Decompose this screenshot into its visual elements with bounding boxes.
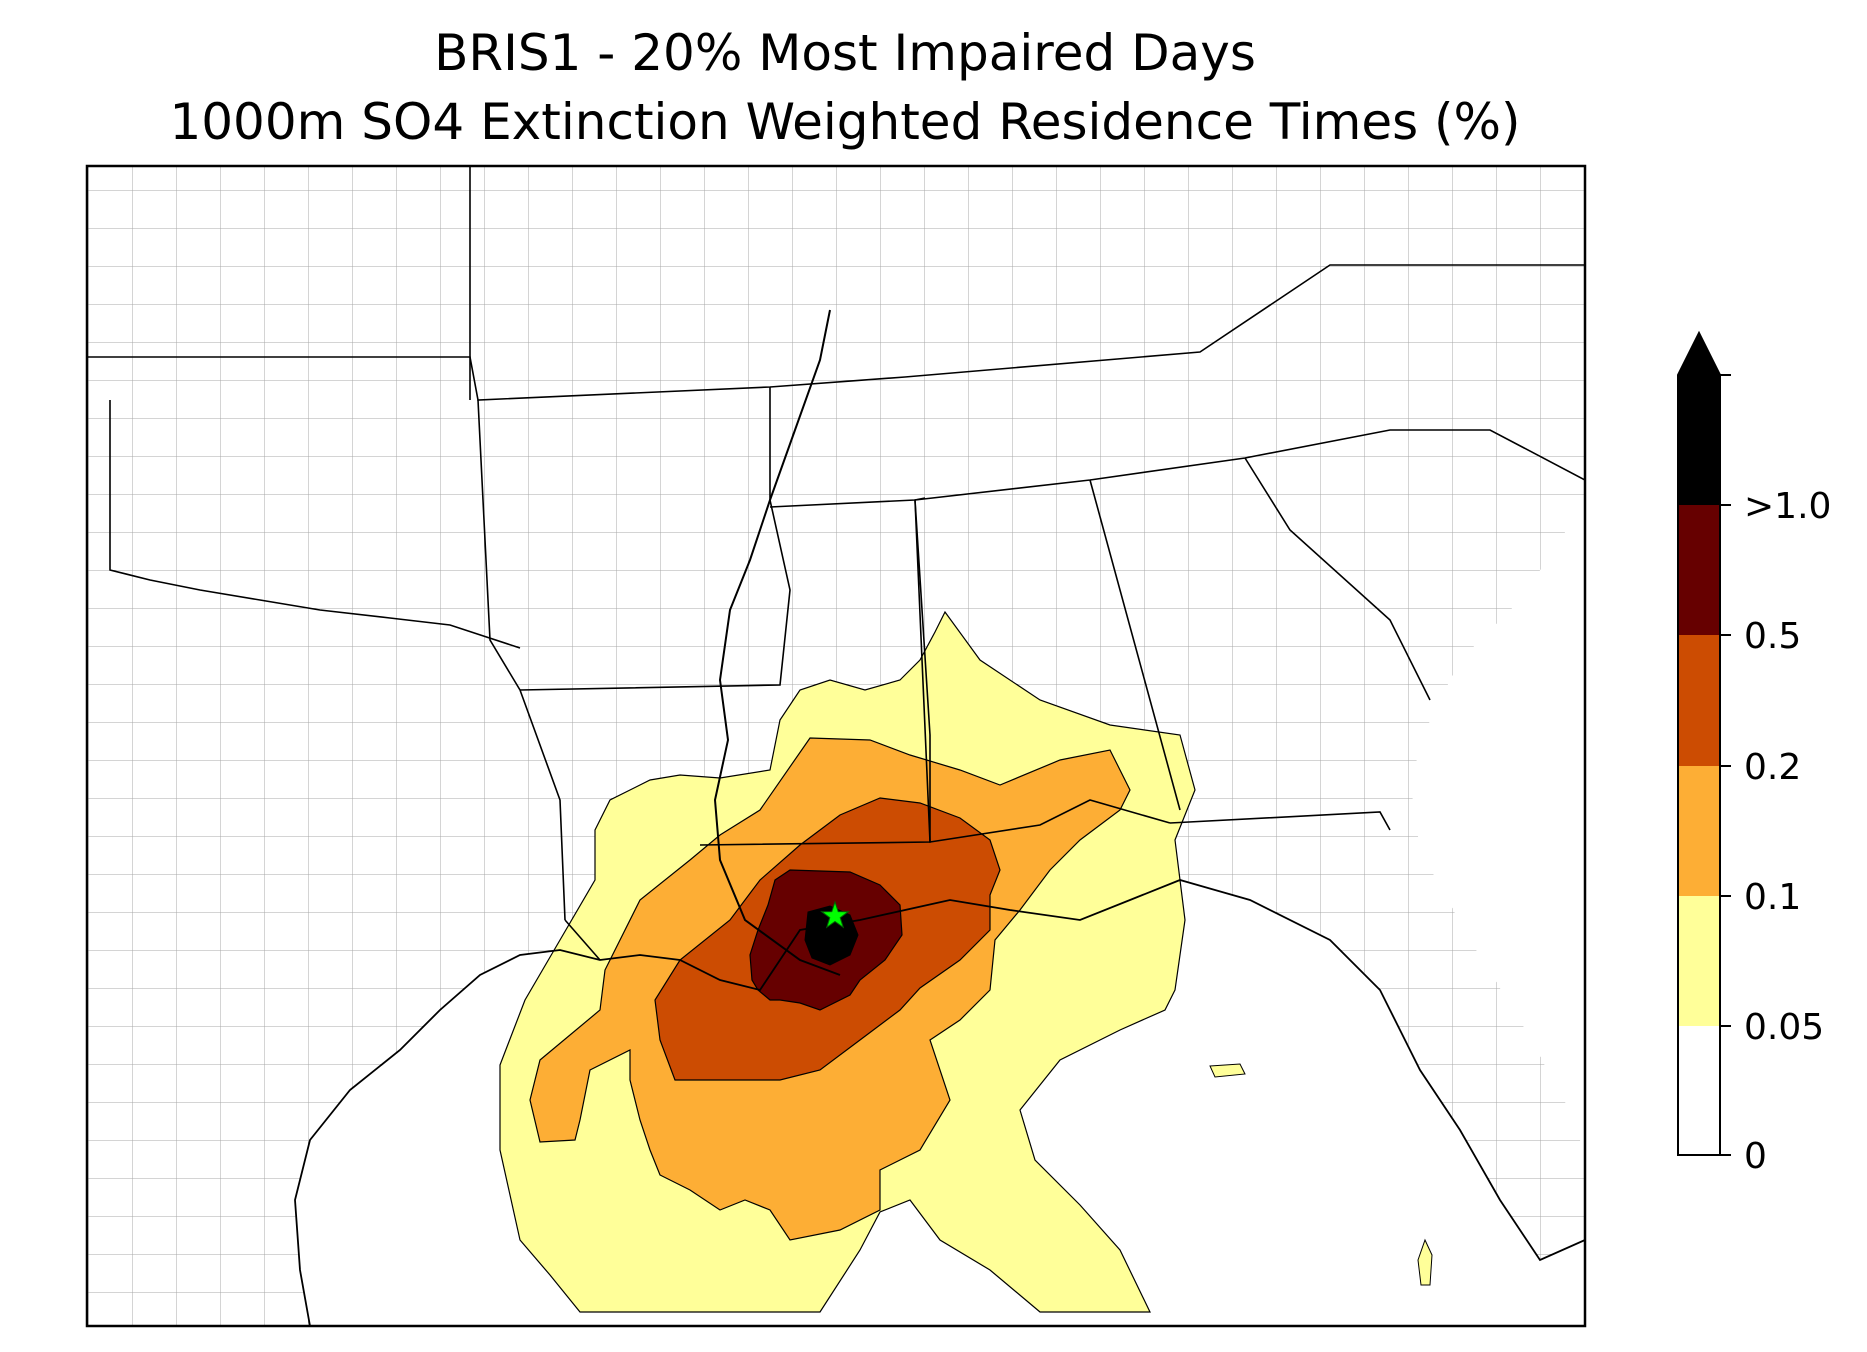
map-frame <box>85 164 1587 1328</box>
colorbar-label-gt-1.0: >1.0 <box>1744 486 1831 527</box>
colorbar-label-0.5: 0.5 <box>1744 616 1801 657</box>
colorbar-label-0.2: 0.2 <box>1744 747 1801 788</box>
colorbar-bin-0.5-1.0 <box>1678 505 1720 635</box>
coastline <box>294 879 1585 1326</box>
colorbar: 0 0.05 0.1 0.2 0.5 >1.0 <box>1677 330 1831 1177</box>
contour-patch-gulf <box>1209 1063 1246 1078</box>
colorbar-bin-0.05-0.1 <box>1678 896 1720 1026</box>
colorbar-outline <box>1677 330 1721 1156</box>
colorbar-label-0: 0 <box>1744 1136 1767 1177</box>
map-area[interactable] <box>87 166 1585 1326</box>
state-boundaries <box>87 166 1585 961</box>
colorbar-bin-gt-1.0 <box>1678 375 1720 505</box>
title-line-1: BRIS1 - 20% Most Impaired Days <box>434 24 1256 82</box>
colorbar-label-0.1: 0.1 <box>1744 877 1801 918</box>
contour-patch-florida-keys <box>1417 1238 1433 1286</box>
colorbar-bin-0-0.05 <box>1678 1026 1720 1155</box>
title-line-2: 1000m SO4 Extinction Weighted Residence … <box>169 93 1521 151</box>
colorbar-bin-0.2-0.5 <box>1678 635 1720 766</box>
receptor-star-marker <box>820 900 850 929</box>
colorbar-label-0.05: 0.05 <box>1744 1007 1824 1048</box>
colorbar-ticks <box>1720 374 1731 1156</box>
colorbar-bin-0.1-0.2 <box>1678 766 1720 896</box>
mississippi-river <box>713 309 841 976</box>
colorbar-extend-arrow <box>1678 333 1720 375</box>
